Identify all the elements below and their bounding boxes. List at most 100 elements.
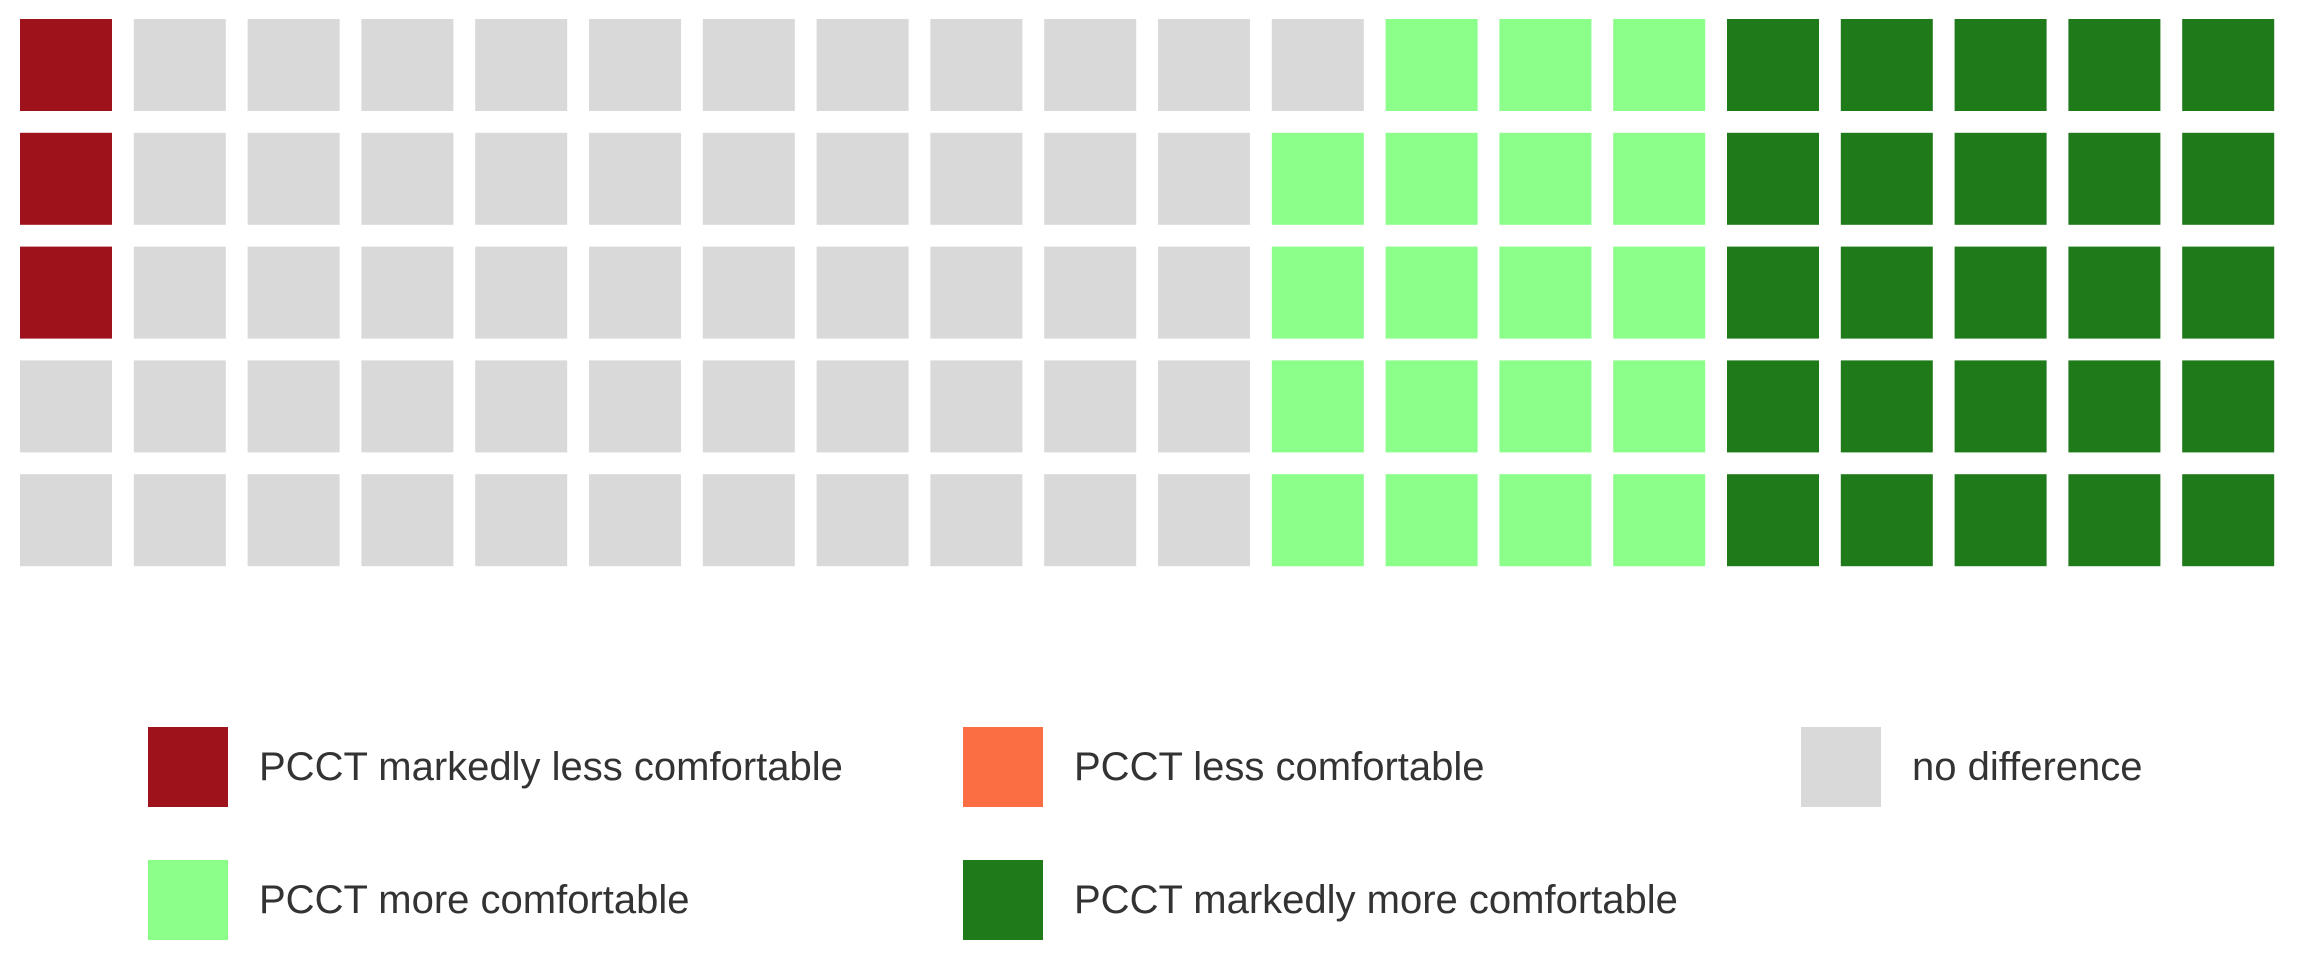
legend-label-markedly-more: PCCT markedly more comfortable: [1074, 878, 1678, 922]
waffle-cell-markedly-more: [1954, 132, 2047, 225]
waffle-cell-no-difference: [930, 474, 1023, 567]
waffle-cell-no-difference: [1044, 19, 1137, 111]
waffle-cell-no-difference: [361, 19, 454, 111]
waffle-cell-no-difference: [1158, 132, 1250, 225]
waffle-cell-markedly-more: [1840, 474, 1933, 567]
waffle-cell-more: [1271, 474, 1364, 567]
waffle-cell-no-difference: [1044, 246, 1137, 339]
legend-swatch-more: [148, 860, 228, 940]
legend-label-less: PCCT less comfortable: [1074, 745, 1485, 789]
legend-label-no-difference: no difference: [1912, 745, 2143, 789]
waffle-cell-no-difference: [133, 19, 226, 111]
waffle-cell-markedly-less: [20, 132, 112, 225]
waffle-cell-no-difference: [1158, 474, 1250, 567]
waffle-cell-no-difference: [816, 19, 909, 111]
waffle-cell-more: [1385, 360, 1478, 453]
legend-swatch-markedly-more: [963, 860, 1043, 940]
waffle-cell-no-difference: [1158, 246, 1250, 339]
legend-item-markedly-more: PCCT markedly more comfortable: [963, 859, 1678, 941]
waffle-cell-no-difference: [247, 132, 340, 225]
waffle-cell-markedly-more: [1727, 19, 1819, 111]
waffle-cell-more: [1499, 132, 1592, 225]
waffle-cell-more: [1499, 474, 1592, 567]
waffle-cell-no-difference: [475, 360, 568, 453]
waffle-cell-no-difference: [702, 19, 795, 111]
waffle-cell-no-difference: [133, 474, 226, 567]
waffle-cell-more: [1613, 132, 1706, 225]
waffle-cell-markedly-more: [1840, 360, 1933, 453]
waffle-cell-no-difference: [133, 246, 226, 339]
waffle-cell-more: [1385, 246, 1478, 339]
waffle-cell-no-difference: [589, 474, 681, 567]
waffle-cell-markedly-more: [1954, 474, 2047, 567]
waffle-cell-no-difference: [475, 474, 568, 567]
waffle-cell-no-difference: [816, 474, 909, 567]
waffle-cell-no-difference: [1271, 19, 1364, 111]
waffle-cell-markedly-more: [1840, 19, 1933, 111]
waffle-cell-no-difference: [589, 19, 681, 111]
waffle-cell-no-difference: [702, 474, 795, 567]
waffle-chart: [20, 19, 2275, 567]
waffle-cell-markedly-more: [2182, 360, 2275, 453]
waffle-cell-no-difference: [1158, 360, 1250, 453]
waffle-cell-more: [1271, 132, 1364, 225]
waffle-cell-no-difference: [133, 360, 226, 453]
legend-label-markedly-less: PCCT markedly less comfortable: [259, 745, 843, 789]
waffle-cell-no-difference: [247, 360, 340, 453]
waffle-cell-no-difference: [816, 132, 909, 225]
waffle-cell-no-difference: [702, 132, 795, 225]
legend-item-less: PCCT less comfortable: [963, 726, 1485, 808]
waffle-cell-more: [1499, 19, 1592, 111]
waffle-cell-more: [1385, 474, 1478, 567]
waffle-cell-no-difference: [247, 19, 340, 111]
waffle-cell-no-difference: [930, 360, 1023, 453]
waffle-cell-more: [1499, 360, 1592, 453]
waffle-cell-no-difference: [589, 132, 681, 225]
waffle-cell-markedly-more: [1727, 132, 1819, 225]
waffle-cell-no-difference: [361, 132, 454, 225]
legend-swatch-no-difference: [1801, 727, 1881, 807]
waffle-cell-markedly-more: [1840, 132, 1933, 225]
waffle-cell-markedly-more: [2182, 246, 2275, 339]
waffle-cell-more: [1613, 246, 1706, 339]
waffle-cell-more: [1385, 132, 1478, 225]
waffle-cell-markedly-more: [2068, 474, 2161, 567]
waffle-cell-more: [1613, 19, 1706, 111]
waffle-cell-markedly-less: [20, 19, 112, 111]
waffle-cell-markedly-more: [1954, 246, 2047, 339]
waffle-cell-markedly-more: [2068, 360, 2161, 453]
waffle-cell-markedly-more: [2182, 19, 2275, 111]
waffle-cell-markedly-more: [2068, 246, 2161, 339]
waffle-cell-no-difference: [1044, 132, 1137, 225]
waffle-cell-no-difference: [361, 360, 454, 453]
waffle-cell-more: [1613, 360, 1706, 453]
waffle-cell-no-difference: [589, 246, 681, 339]
waffle-cell-no-difference: [816, 360, 909, 453]
waffle-cell-no-difference: [247, 246, 340, 339]
legend-item-no-difference: no difference: [1801, 726, 2143, 808]
waffle-cell-more: [1271, 360, 1364, 453]
waffle-cell-more: [1271, 246, 1364, 339]
waffle-cell-markedly-less: [20, 246, 112, 339]
legend-swatch-markedly-less: [148, 727, 228, 807]
waffle-cell-markedly-more: [1727, 246, 1819, 339]
waffle-cell-no-difference: [702, 246, 795, 339]
waffle-cell-markedly-more: [2182, 132, 2275, 225]
waffle-cell-no-difference: [930, 246, 1023, 339]
waffle-cell-more: [1613, 474, 1706, 567]
waffle-cell-no-difference: [816, 246, 909, 339]
legend-swatch-less: [963, 727, 1043, 807]
waffle-cell-no-difference: [930, 19, 1023, 111]
waffle-cell-no-difference: [930, 132, 1023, 225]
waffle-cell-no-difference: [361, 246, 454, 339]
waffle-cell-no-difference: [1044, 360, 1137, 453]
waffle-cell-markedly-more: [2068, 19, 2161, 111]
waffle-cell-no-difference: [133, 132, 226, 225]
waffle-cell-no-difference: [361, 474, 454, 567]
waffle-cell-markedly-more: [1954, 360, 2047, 453]
waffle-cell-markedly-more: [1727, 360, 1819, 453]
waffle-cell-no-difference: [247, 474, 340, 567]
waffle-cell-markedly-more: [1954, 19, 2047, 111]
waffle-cell-more: [1385, 19, 1478, 111]
waffle-cell-no-difference: [475, 132, 568, 225]
